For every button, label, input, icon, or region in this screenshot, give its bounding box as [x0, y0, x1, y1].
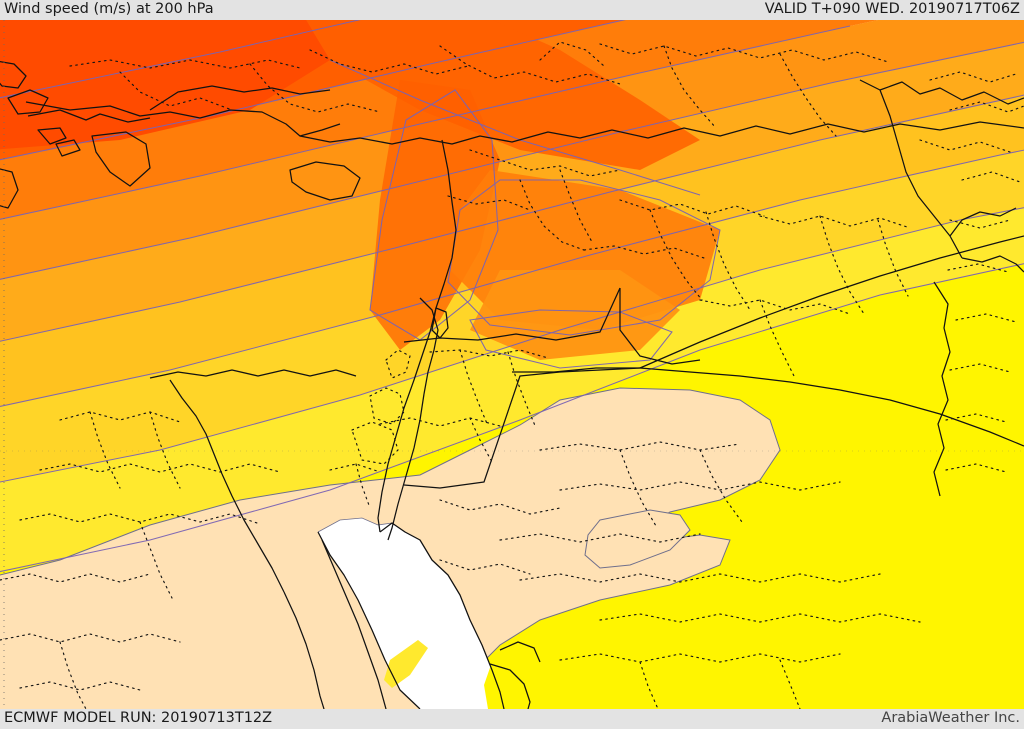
map-canvas [0, 20, 1024, 709]
forecast-map[interactable] [0, 20, 1024, 709]
band-moderate-high [0, 20, 1024, 280]
band-lower [0, 207, 1024, 572]
valid-time-label: VALID T+090 WED. 20190717T06Z [764, 1, 1020, 17]
page-title: Wind speed (m/s) at 200 hPa [4, 1, 214, 17]
provider-label: ArabiaWeather Inc. [881, 710, 1020, 726]
internal-boundaries [0, 41, 1024, 709]
country-borders [0, 61, 1024, 709]
footer-bar: ECMWF MODEL RUN: 20190713T12Z ArabiaWeat… [0, 709, 1024, 729]
model-run-label: ECMWF MODEL RUN: 20190713T12Z [4, 710, 273, 726]
band-jordan-lobe [470, 270, 680, 360]
band-levant-tongue [370, 80, 500, 350]
graticule [0, 20, 1024, 709]
contour-peach-lobe [584, 509, 691, 569]
band-aegean-core [0, 20, 330, 150]
band-gulf-yellow [484, 650, 534, 709]
band-sliver-yellow [384, 640, 428, 688]
contour-peach-edge [0, 387, 781, 709]
band-calm-core [318, 518, 504, 709]
band-high [0, 20, 878, 220]
header-bar: Wind speed (m/s) at 200 hPa VALID T+090 … [0, 0, 1024, 20]
